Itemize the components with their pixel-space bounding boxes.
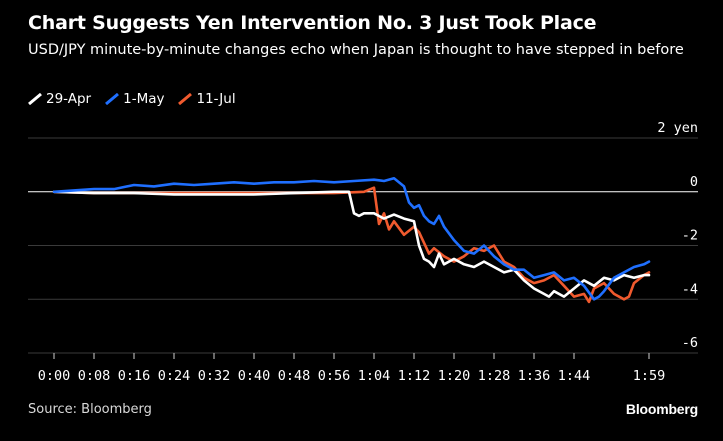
legend-label-1-may: 1-May	[123, 91, 165, 107]
x-tick-label: 1:59	[633, 368, 666, 384]
source-note: Source: Bloomberg	[28, 402, 152, 417]
x-tick-label: 1:36	[518, 368, 551, 384]
x-tick-label: 1:44	[558, 368, 591, 384]
x-tick-label: 0:40	[238, 368, 271, 384]
bloomberg-logo: Bloomberg	[625, 401, 698, 417]
y-tick-label: -6	[682, 335, 698, 351]
y-tick-label: 2 yen	[657, 120, 698, 136]
x-tick-label: 0:32	[198, 368, 231, 384]
legend-item-29-apr: 29-Apr	[28, 91, 91, 107]
axis-layer: 2 yen 0 -2 -4 -6 0:00 0:08 0:16 0:24 0:32 0:40 0:48…	[38, 120, 698, 384]
x-tick-label: 0:48	[278, 368, 311, 384]
y-tick-label: 0	[690, 174, 698, 190]
y-tick-label: -2	[682, 228, 698, 244]
legend-swatch-29-apr	[28, 93, 42, 105]
chart-title: Chart Suggests Yen Intervention No. 3 Ju…	[28, 12, 597, 34]
x-tick-label: 1:20	[438, 368, 471, 384]
x-tick-label: 0:56	[318, 368, 351, 384]
x-tick-label: 1:04	[358, 368, 391, 384]
x-tick-label: 0:24	[158, 368, 191, 384]
x-tick-label: 1:12	[398, 368, 431, 384]
x-tick-label: 1:28	[478, 368, 511, 384]
x-tick-label: 0:08	[78, 368, 111, 384]
grid-layer	[28, 137, 698, 354]
series-line-1-may	[52, 177, 651, 301]
legend-label-29-apr: 29-Apr	[46, 91, 92, 107]
y-tick-label: -4	[682, 281, 698, 297]
legend-swatch-11-jul	[178, 93, 193, 105]
legend: 29-Apr 1-May 11-Jul	[28, 91, 236, 107]
legend-label-11-jul: 11-Jul	[196, 91, 236, 107]
series-layer	[52, 177, 651, 304]
legend-item-11-jul: 11-Jul	[178, 91, 236, 107]
legend-swatch-1-may	[105, 93, 120, 105]
chart-subtitle: USD/JPY minute-by-minute changes echo wh…	[28, 42, 684, 58]
x-tick-label: 0:00	[38, 368, 71, 384]
x-tick-label: 0:16	[118, 368, 151, 384]
legend-item-1-may: 1-May	[105, 91, 164, 107]
